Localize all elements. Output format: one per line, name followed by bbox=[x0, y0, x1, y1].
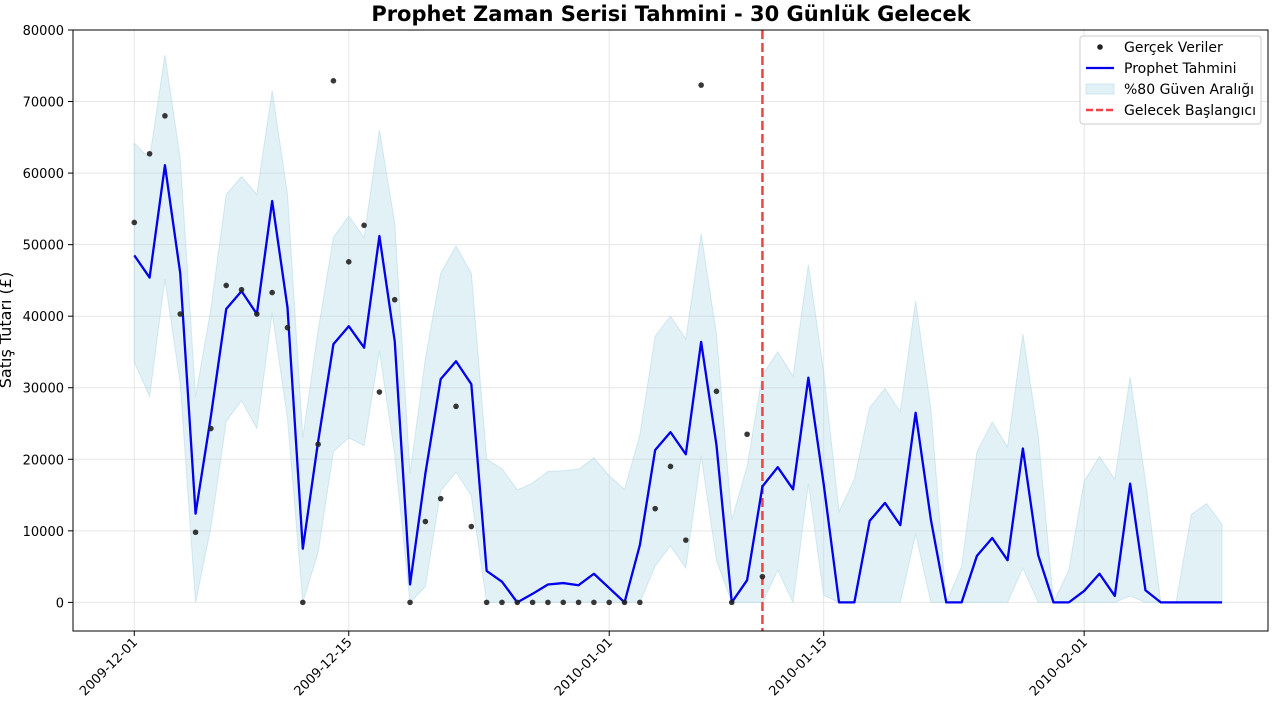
actual-data-point bbox=[254, 311, 260, 317]
actual-data-point bbox=[146, 150, 153, 157]
actual-data-point bbox=[208, 425, 214, 432]
actual-data-point bbox=[499, 599, 505, 606]
legend-marker-interval bbox=[1085, 83, 1115, 95]
actual-data-point bbox=[269, 289, 275, 296]
y-tick-label: 0 bbox=[56, 596, 64, 611]
actual-data-point bbox=[468, 523, 475, 530]
actual-data-point bbox=[728, 599, 735, 606]
actual-data-point bbox=[744, 431, 750, 438]
legend-entry-label: Gerçek Veriler bbox=[1124, 40, 1223, 56]
y-tick-label: 40000 bbox=[23, 310, 64, 325]
confidence-band bbox=[133, 54, 1223, 605]
legend: Gerçek Veriler Prophet Tahmini %80 Güven A… bbox=[1079, 35, 1262, 125]
actual-data-point bbox=[637, 599, 643, 606]
actual-data-point bbox=[376, 389, 383, 395]
actual-data-point bbox=[223, 282, 230, 289]
legend-marker-actual bbox=[1097, 44, 1103, 50]
actual-data-point bbox=[345, 259, 352, 265]
legend-entry-label: %80 Güven Aralığı bbox=[1124, 82, 1254, 98]
actual-data-point bbox=[361, 222, 367, 229]
actual-data-point bbox=[545, 599, 551, 606]
actual-data-point bbox=[315, 441, 321, 448]
actual-data-point bbox=[667, 463, 674, 470]
actual-data-point bbox=[652, 505, 658, 512]
plot-area-frame bbox=[72, 29, 1269, 632]
actual-data-point bbox=[300, 599, 306, 606]
chart-title: Prophet Zaman Serisi Tahmini - 30 Günlük… bbox=[371, 2, 971, 26]
actual-data-point bbox=[238, 286, 245, 293]
actual-data-point bbox=[483, 599, 490, 606]
x-tick-label: 2009-12-15 bbox=[292, 635, 356, 699]
actual-points-layer bbox=[131, 78, 766, 606]
legend-box bbox=[1079, 35, 1262, 125]
forecast-line bbox=[133, 164, 1223, 604]
x-tick-label: 2010-01-15 bbox=[766, 635, 830, 699]
confidence-band-layer bbox=[133, 54, 1223, 605]
forecast-line-layer bbox=[133, 164, 1223, 604]
legend-entry-label: Prophet Tahmini bbox=[1124, 61, 1237, 77]
y-tick-label: 60000 bbox=[23, 167, 64, 182]
actual-data-point bbox=[621, 599, 628, 606]
y-tick-label: 20000 bbox=[23, 453, 64, 468]
y-tick-label: 30000 bbox=[23, 382, 64, 397]
x-tick-label: 2009-12-01 bbox=[77, 635, 141, 699]
y-tick-label: 10000 bbox=[23, 525, 64, 540]
y-tick-label: 80000 bbox=[23, 24, 64, 39]
actual-data-point bbox=[713, 388, 720, 395]
actual-data-point bbox=[453, 403, 459, 410]
actual-data-point bbox=[514, 599, 521, 606]
legend-entry-label: Gelecek Başlangıcı bbox=[1124, 103, 1256, 119]
actual-data-point bbox=[591, 599, 597, 606]
actual-data-point bbox=[162, 113, 168, 119]
actual-data-point bbox=[437, 495, 444, 502]
actual-data-point bbox=[131, 219, 138, 226]
actual-data-point bbox=[759, 573, 766, 580]
actual-data-point bbox=[529, 599, 536, 606]
x-tick-label: 2010-02-01 bbox=[1027, 635, 1091, 699]
y-tick-label: 70000 bbox=[23, 96, 64, 111]
actual-data-point bbox=[391, 296, 398, 303]
actual-data-point bbox=[698, 82, 704, 88]
actual-data-point bbox=[407, 599, 413, 606]
actual-data-point bbox=[330, 78, 337, 84]
actual-data-point bbox=[192, 529, 199, 536]
actual-data-point bbox=[683, 537, 689, 543]
y-axis-label: Satış Tutarı (£) bbox=[0, 272, 15, 388]
actual-data-point bbox=[606, 599, 613, 606]
x-tick-label: 2010-01-01 bbox=[552, 635, 616, 699]
y-tick-label: 50000 bbox=[23, 239, 64, 254]
actual-data-point bbox=[177, 311, 184, 317]
actual-data-point bbox=[560, 599, 567, 606]
actual-data-point bbox=[422, 518, 429, 525]
actual-data-point bbox=[575, 599, 582, 606]
actual-data-point bbox=[284, 324, 291, 331]
